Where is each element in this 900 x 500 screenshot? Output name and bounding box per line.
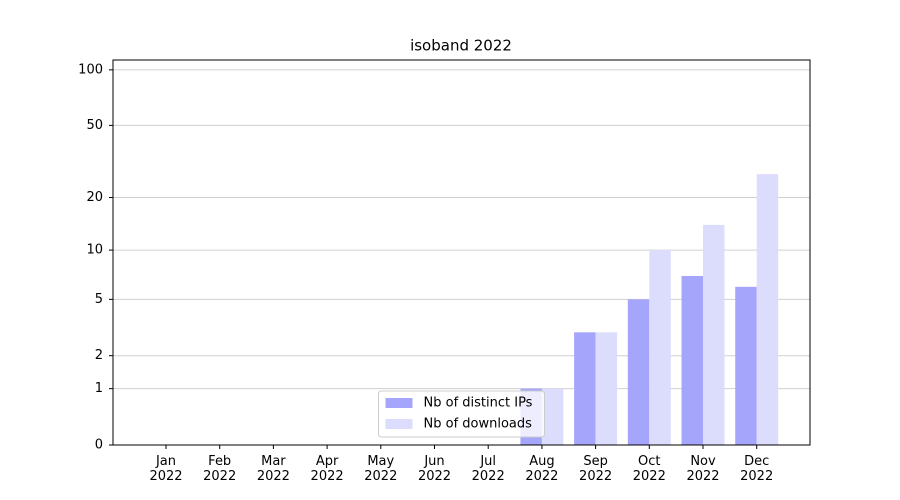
x-tick-label: Sep 2022 <box>579 454 613 484</box>
x-tick-label: Jul 2022 <box>471 454 505 484</box>
bar <box>703 224 725 445</box>
x-tick-label: Oct 2022 <box>632 454 666 484</box>
x-tick-label: Jun 2022 <box>417 454 452 484</box>
x-tick-label: Mar 2022 <box>256 454 290 484</box>
chart-title: isoband 2022 <box>410 37 512 55</box>
plot-frame <box>112 59 811 446</box>
bar <box>681 275 703 445</box>
bar <box>595 332 618 445</box>
x-tick-label: May 2022 <box>364 454 398 484</box>
y-tick-label: 50 <box>86 118 103 133</box>
bar <box>541 388 564 445</box>
y-tick-label: 1 <box>95 381 103 396</box>
x-tick-label: Aug 2022 <box>525 454 559 484</box>
legend-box <box>378 390 545 438</box>
legend-label: Nb of distinct IPs <box>424 396 533 411</box>
y-tick-label: 2 <box>95 348 103 363</box>
y-tick-label: 5 <box>95 292 103 307</box>
x-tick-label: Jan 2022 <box>149 454 183 484</box>
y-tick-label: 100 <box>78 62 103 77</box>
x-tick-label: Dec 2022 <box>740 454 774 484</box>
x-tick-label: Nov 2022 <box>686 454 720 484</box>
legend-swatch <box>385 398 413 408</box>
y-tick-label: 0 <box>95 438 103 453</box>
y-tick-label: 20 <box>86 190 103 205</box>
legend-label: Nb of downloads <box>424 417 533 432</box>
x-tick-label: Feb 2022 <box>203 454 237 484</box>
bar <box>756 174 779 445</box>
bar <box>649 250 671 445</box>
legend-swatch <box>385 419 413 429</box>
bar <box>627 299 650 445</box>
x-tick-label: Apr 2022 <box>310 454 344 484</box>
bar <box>574 332 596 445</box>
grid <box>113 69 810 390</box>
y-tick-label: 10 <box>86 243 103 258</box>
bar <box>735 286 757 445</box>
